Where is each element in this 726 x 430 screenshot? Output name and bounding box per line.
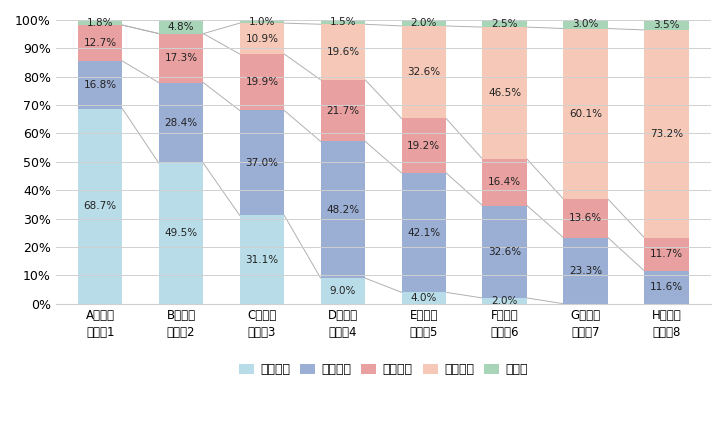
- Text: 11.7%: 11.7%: [650, 249, 683, 259]
- Bar: [483, 206, 527, 298]
- Text: 31.1%: 31.1%: [245, 255, 279, 264]
- Bar: [321, 20, 365, 24]
- Bar: [159, 163, 203, 304]
- Bar: [240, 111, 285, 215]
- Text: 13.6%: 13.6%: [569, 213, 602, 223]
- Bar: [644, 271, 689, 304]
- Text: 19.2%: 19.2%: [407, 141, 441, 150]
- Legend: 国内債券, 外国債券, 国内株式, 外国株式, リート: 国内債券, 外国債券, 国内株式, 外国株式, リート: [234, 358, 533, 381]
- Bar: [321, 80, 365, 141]
- Bar: [644, 20, 689, 30]
- Bar: [240, 23, 285, 54]
- Text: 23.3%: 23.3%: [569, 266, 602, 276]
- Text: 32.6%: 32.6%: [407, 67, 441, 77]
- Text: 68.7%: 68.7%: [83, 201, 117, 211]
- Bar: [240, 215, 285, 304]
- Text: 2.0%: 2.0%: [411, 18, 437, 28]
- Text: 19.9%: 19.9%: [245, 77, 279, 87]
- Text: 1.5%: 1.5%: [330, 17, 356, 27]
- Text: 16.4%: 16.4%: [488, 177, 521, 187]
- Bar: [644, 30, 689, 237]
- Text: 3.0%: 3.0%: [572, 19, 599, 29]
- Bar: [321, 278, 365, 304]
- Bar: [321, 24, 365, 80]
- Text: 9.0%: 9.0%: [330, 286, 356, 296]
- Text: 19.6%: 19.6%: [327, 47, 359, 57]
- Bar: [483, 20, 527, 27]
- Bar: [159, 20, 203, 34]
- Bar: [240, 54, 285, 111]
- Text: 12.7%: 12.7%: [83, 38, 117, 48]
- Bar: [483, 27, 527, 159]
- Text: 1.0%: 1.0%: [249, 17, 275, 27]
- Bar: [563, 199, 608, 237]
- Text: 10.9%: 10.9%: [245, 34, 279, 43]
- Bar: [644, 237, 689, 271]
- Text: 2.5%: 2.5%: [492, 18, 518, 28]
- Text: 28.4%: 28.4%: [165, 118, 197, 128]
- Bar: [159, 34, 203, 83]
- Text: 4.0%: 4.0%: [411, 293, 437, 303]
- Bar: [78, 61, 123, 109]
- Text: 48.2%: 48.2%: [327, 205, 359, 215]
- Text: 60.1%: 60.1%: [569, 109, 602, 119]
- Bar: [78, 25, 123, 61]
- Bar: [159, 83, 203, 163]
- Text: 16.8%: 16.8%: [83, 80, 117, 90]
- Bar: [401, 118, 446, 173]
- Text: 42.1%: 42.1%: [407, 227, 441, 238]
- Text: 73.2%: 73.2%: [650, 129, 683, 139]
- Text: 37.0%: 37.0%: [245, 158, 279, 168]
- Bar: [401, 173, 446, 292]
- Text: 32.6%: 32.6%: [488, 247, 521, 257]
- Bar: [563, 28, 608, 199]
- Text: 3.5%: 3.5%: [653, 20, 680, 30]
- Bar: [78, 20, 123, 25]
- Bar: [563, 20, 608, 28]
- Bar: [483, 159, 527, 206]
- Bar: [401, 20, 446, 26]
- Text: 46.5%: 46.5%: [488, 88, 521, 98]
- Text: 49.5%: 49.5%: [165, 228, 197, 239]
- Text: 11.6%: 11.6%: [650, 282, 683, 292]
- Text: 2.0%: 2.0%: [492, 296, 518, 306]
- Bar: [483, 298, 527, 304]
- Bar: [401, 26, 446, 118]
- Bar: [78, 109, 123, 304]
- Text: 4.8%: 4.8%: [168, 22, 195, 32]
- Bar: [401, 292, 446, 304]
- Text: 21.7%: 21.7%: [327, 106, 359, 116]
- Text: 1.8%: 1.8%: [87, 18, 113, 28]
- Bar: [321, 141, 365, 278]
- Bar: [563, 237, 608, 304]
- Text: 17.3%: 17.3%: [165, 53, 197, 63]
- Bar: [240, 20, 285, 23]
